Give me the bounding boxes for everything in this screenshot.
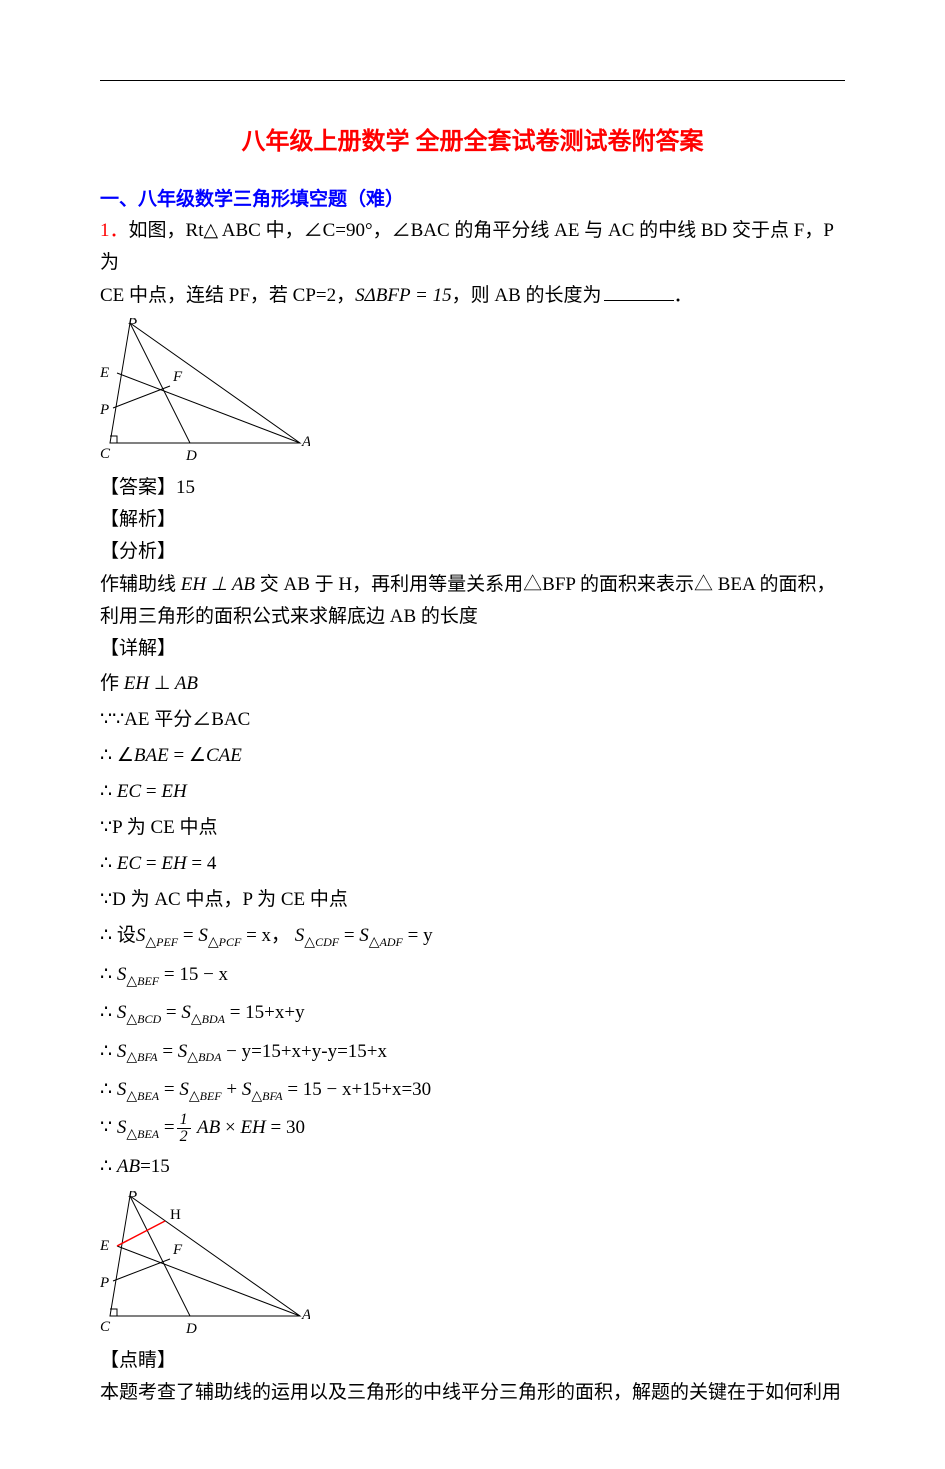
q1-text-2b: ，则 AB 的长度为 [452,285,602,306]
step-14: ∴ AB=15 [100,1149,845,1185]
figure-1: B E F P C D A [100,318,845,468]
step-2: ∵∵AE 平分∠BAC [100,702,845,738]
step-6: ∴ EC = EH = 4 [100,846,845,882]
q1-text-1: 如图，Rt△ ABC 中，∠C=90°，∠BAC 的角平分线 AE 与 AC 的… [100,220,833,273]
svg-text:D: D [185,448,197,463]
fenxi-text-1b: 交 AB 于 H，再利用等量关系用△BFP 的面积来表示△ BEA 的面积， [260,574,836,595]
dianjing-text: 本题考查了辅助线的运用以及三角形的中线平分三角形的面积，解题的关键在于如何利用 [100,1377,845,1409]
figure-1-svg: B E F P C D A [100,318,310,463]
question-number: 1． [100,220,129,241]
step-5: ∵P 为 CE 中点 [100,810,845,846]
answer-blank [604,300,674,301]
section-heading: 一、八年级数学三角形填空题（难） [100,184,845,211]
question-1-line-1: 1．如图，Rt△ ABC 中，∠C=90°，∠BAC 的角平分线 AE 与 AC… [100,215,845,280]
detail-label: 【详解】 [100,633,845,665]
top-rule [100,80,845,81]
step-7: ∵D 为 AC 中点，P 为 CE 中点 [100,882,845,918]
answer-label: 【答案】 [100,472,176,504]
fenxi-line-2: 利用三角形的面积公式来求解底边 AB 的长度 [100,601,845,633]
step-8: ∴ 设S△PEF = S△PCF = x， S△CDF = S△ADF = y [100,918,845,956]
svg-text:F: F [172,1242,183,1258]
answer-line: 【答案】15 [100,472,845,504]
svg-text:A: A [301,1307,310,1323]
answer-value: 15 [176,477,195,498]
figure-2-svg: B H E F P C D A [100,1191,310,1336]
document-title: 八年级上册数学 全册全套试卷测试卷附答案 [100,121,845,156]
svg-text:C: C [100,1319,111,1335]
step-10: ∴ S△BCD = S△BDA = 15+x+y [100,995,845,1033]
page-root: 八年级上册数学 全册全套试卷测试卷附答案 一、八年级数学三角形填空题（难） 1．… [0,0,945,1469]
step-1: 作 EH ⊥ AB [100,666,845,702]
svg-text:E: E [100,365,109,381]
svg-text:B: B [128,318,137,328]
svg-text:A: A [301,434,310,450]
step-11: ∴ S△BFA = S△BDA − y=15+x+y-y=15+x [100,1034,845,1072]
step-9: ∴ S△BEF = 15 − x [100,957,845,995]
fenxi-label: 【分析】 [100,536,845,568]
step-13: ∵ S△BEA =12 AB × EH = 30 [100,1110,845,1148]
svg-text:P: P [100,402,109,418]
svg-text:D: D [185,1321,197,1336]
analysis-label: 【解析】 [100,504,845,536]
svg-text:H: H [170,1207,181,1223]
svg-text:F: F [172,369,183,385]
svg-text:B: B [128,1191,137,1201]
figure-2: B H E F P C D A [100,1191,845,1341]
dianjing-label: 【点睛】 [100,1345,845,1377]
q1-period: ． [674,285,693,306]
fenxi-line-1: 作辅助线 EH ⊥ AB 交 AB 于 H，再利用等量关系用△BFP 的面积来表… [100,569,845,601]
step-12: ∴ S△BEA = S△BEF + S△BFA = 15 − x+15+x=30 [100,1072,845,1110]
step-4: ∴ EC = EH [100,774,845,810]
fenxi-math-1: EH ⊥ AB [176,574,260,595]
svg-text:C: C [100,446,111,462]
q1-text-2a: CE 中点，连结 PF，若 CP=2， [100,285,355,306]
step-3: ∴ ∠BAE = ∠CAE [100,738,845,774]
svg-text:P: P [100,1275,109,1291]
q1-inline-math: SΔBFP = 15 [355,285,451,306]
svg-text:E: E [100,1238,109,1254]
question-1-line-2: CE 中点，连结 PF，若 CP=2，SΔBFP = 15，则 AB 的长度为 ． [100,280,845,312]
fenxi-text-1a: 作辅助线 [100,574,176,595]
